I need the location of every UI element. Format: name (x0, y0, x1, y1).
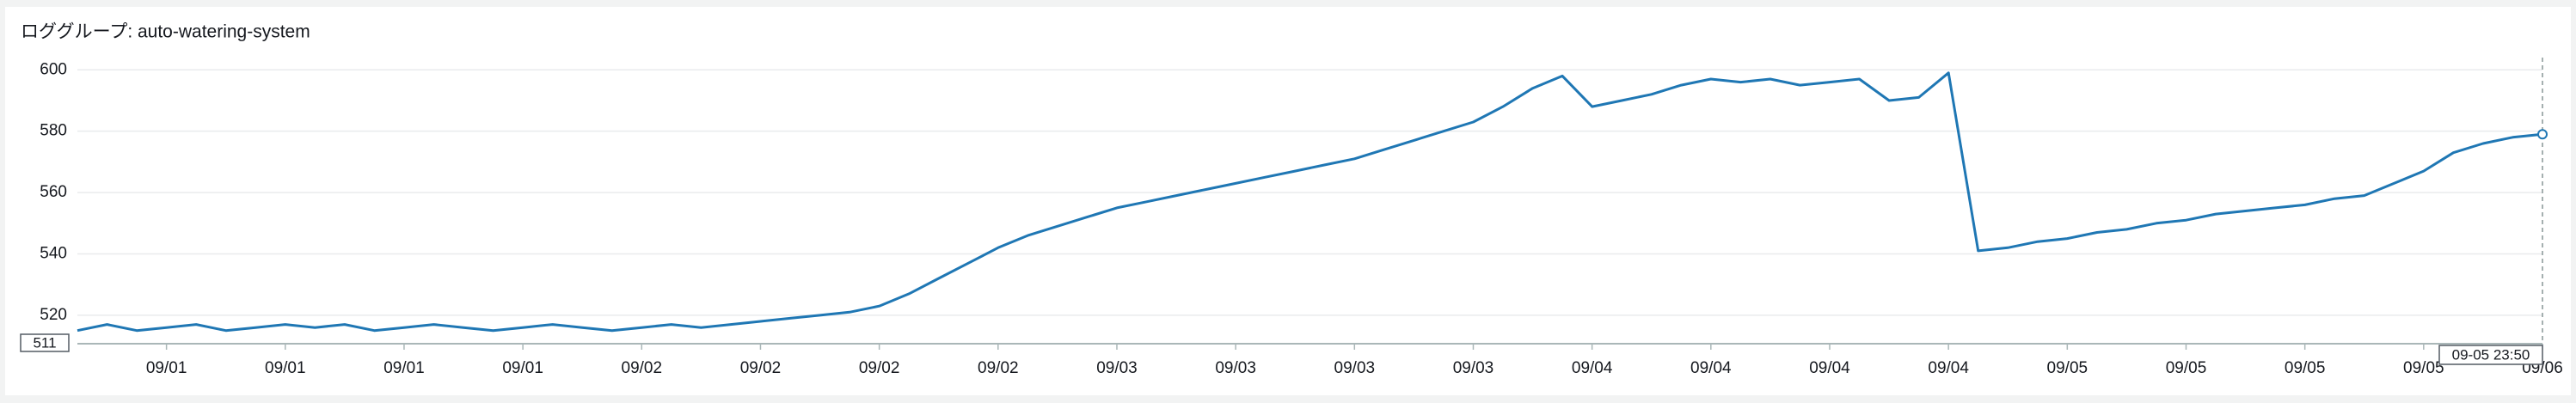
x-tick-label: 09/05 (2403, 359, 2444, 377)
x-tick-label: 09/03 (1453, 359, 1494, 377)
x-tick-label: 09/02 (859, 359, 900, 377)
crosshair-y-box (20, 333, 70, 352)
x-tick-label: 09/01 (502, 359, 543, 377)
x-tick-label: 09/03 (1334, 359, 1376, 377)
y-tick-label: 560 (40, 183, 67, 201)
x-tick-label: 09/02 (740, 359, 782, 377)
x-tick-label: 09/04 (1809, 359, 1850, 377)
crosshair-point (2537, 129, 2548, 140)
x-tick-label: 09/05 (2047, 359, 2088, 377)
crosshair-y-label: 511 (33, 334, 56, 351)
x-tick-label: 09/04 (1928, 359, 1969, 377)
x-tick-label: 09/01 (146, 359, 187, 377)
line-series (77, 71, 2543, 333)
x-tick-label: 09/04 (1690, 359, 1732, 377)
y-tick-label: 540 (40, 244, 67, 262)
x-tick-label: 09/04 (1572, 359, 1613, 377)
crosshair-x-box (2438, 345, 2543, 365)
y-tick-label: 600 (40, 60, 67, 78)
x-tick-label: 09/02 (622, 359, 663, 377)
x-tick-label: 09/03 (1215, 359, 1256, 377)
x-tick-label: 09/05 (2285, 359, 2326, 377)
x-tick-label: 09/05 (2166, 359, 2207, 377)
x-tick-label: 09/03 (1096, 359, 1138, 377)
y-tick-label: 520 (40, 306, 67, 324)
y-tick-label: 580 (40, 122, 67, 140)
x-tick-label: 09/02 (978, 359, 1019, 377)
crosshair-x-label: 09-05 23:50 (2452, 346, 2530, 363)
panel (5, 7, 2571, 395)
x-tick-label: 09/01 (265, 359, 306, 377)
chart-title: ロググループ: auto-watering-system (21, 22, 310, 42)
x-tick-label: 09/01 (383, 359, 425, 377)
